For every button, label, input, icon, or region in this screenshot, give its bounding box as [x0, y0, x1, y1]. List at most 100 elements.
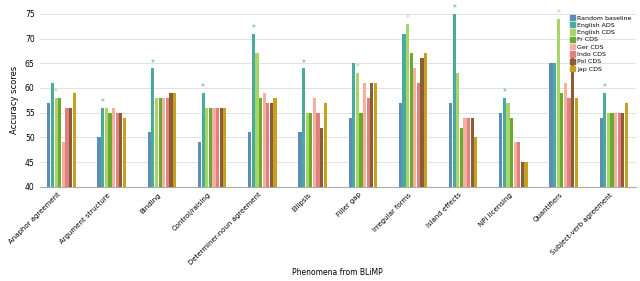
Bar	[262, 93, 266, 187]
Bar	[112, 108, 115, 187]
Bar	[553, 63, 556, 187]
Bar	[607, 113, 610, 187]
Bar	[456, 73, 460, 187]
Bar	[557, 19, 560, 187]
Bar	[266, 103, 269, 187]
Bar	[47, 103, 51, 187]
Bar	[273, 98, 276, 187]
Bar	[417, 83, 420, 187]
Bar	[571, 58, 574, 187]
Bar	[119, 113, 122, 187]
Bar	[604, 93, 606, 187]
Bar	[349, 118, 352, 187]
Bar	[625, 103, 628, 187]
Text: *: *	[603, 83, 607, 92]
Bar	[449, 103, 452, 187]
Bar	[510, 118, 513, 187]
Bar	[162, 98, 165, 187]
Bar	[517, 142, 520, 187]
Bar	[575, 98, 578, 187]
X-axis label: Phenomena from BLiMP: Phenomena from BLiMP	[292, 268, 383, 277]
Bar	[467, 118, 470, 187]
Bar	[352, 63, 355, 187]
Bar	[564, 83, 567, 187]
Bar	[155, 98, 158, 187]
Bar	[58, 98, 61, 187]
Text: *: *	[301, 58, 305, 67]
Bar	[216, 108, 219, 187]
Bar	[198, 142, 201, 187]
Bar	[309, 113, 312, 187]
Bar	[514, 142, 517, 187]
Bar	[413, 68, 417, 187]
Bar	[151, 68, 154, 187]
Bar	[202, 93, 205, 187]
Bar	[305, 113, 308, 187]
Bar	[209, 108, 212, 187]
Bar	[298, 132, 301, 187]
Bar	[255, 53, 259, 187]
Bar	[356, 73, 359, 187]
Bar	[403, 34, 406, 187]
Bar	[101, 108, 104, 187]
Bar	[503, 98, 506, 187]
Bar	[499, 113, 502, 187]
Bar	[560, 93, 563, 187]
Bar	[252, 34, 255, 187]
Bar	[568, 98, 571, 187]
Bar	[223, 108, 227, 187]
Bar	[463, 118, 467, 187]
Bar	[166, 98, 169, 187]
Bar	[618, 113, 621, 187]
Text: *: *	[452, 4, 456, 13]
Bar	[259, 98, 262, 187]
Text: *: *	[54, 88, 58, 97]
Bar	[97, 137, 100, 187]
Bar	[170, 93, 173, 187]
Text: *: *	[151, 58, 155, 67]
Legend: Random baseline, English ADS, English CDS, Fr CDS, Ger CDS, Indo CDS, Pol CDS, J: Random baseline, English ADS, English CD…	[568, 13, 633, 73]
Bar	[123, 118, 126, 187]
Bar	[370, 83, 373, 187]
Bar	[220, 108, 223, 187]
Bar	[374, 83, 377, 187]
Bar	[460, 128, 463, 187]
Bar	[399, 103, 402, 187]
Bar	[611, 113, 614, 187]
Bar	[205, 108, 208, 187]
Bar	[424, 53, 428, 187]
Bar	[363, 83, 366, 187]
Bar	[159, 98, 162, 187]
Bar	[108, 113, 111, 187]
Bar	[521, 162, 524, 187]
Bar	[54, 98, 58, 187]
Bar	[320, 128, 323, 187]
Bar	[116, 113, 119, 187]
Bar	[72, 93, 76, 187]
Bar	[270, 103, 273, 187]
Y-axis label: Accuracy scores: Accuracy scores	[10, 66, 19, 135]
Bar	[614, 113, 617, 187]
Bar	[360, 113, 363, 187]
Bar	[313, 98, 316, 187]
Bar	[316, 113, 319, 187]
Bar	[61, 142, 65, 187]
Bar	[506, 103, 509, 187]
Bar	[474, 137, 477, 187]
Bar	[302, 68, 305, 187]
Text: *: *	[355, 64, 359, 72]
Bar	[452, 14, 456, 187]
Text: *: *	[406, 14, 410, 23]
Bar	[148, 132, 151, 187]
Bar	[406, 24, 409, 187]
Bar	[600, 118, 603, 187]
Bar	[410, 53, 413, 187]
Bar	[248, 132, 252, 187]
Text: *: *	[502, 88, 506, 97]
Bar	[51, 83, 54, 187]
Bar	[324, 103, 327, 187]
Text: *: *	[201, 83, 205, 92]
Bar	[105, 108, 108, 187]
Bar	[212, 108, 216, 187]
Bar	[525, 162, 527, 187]
